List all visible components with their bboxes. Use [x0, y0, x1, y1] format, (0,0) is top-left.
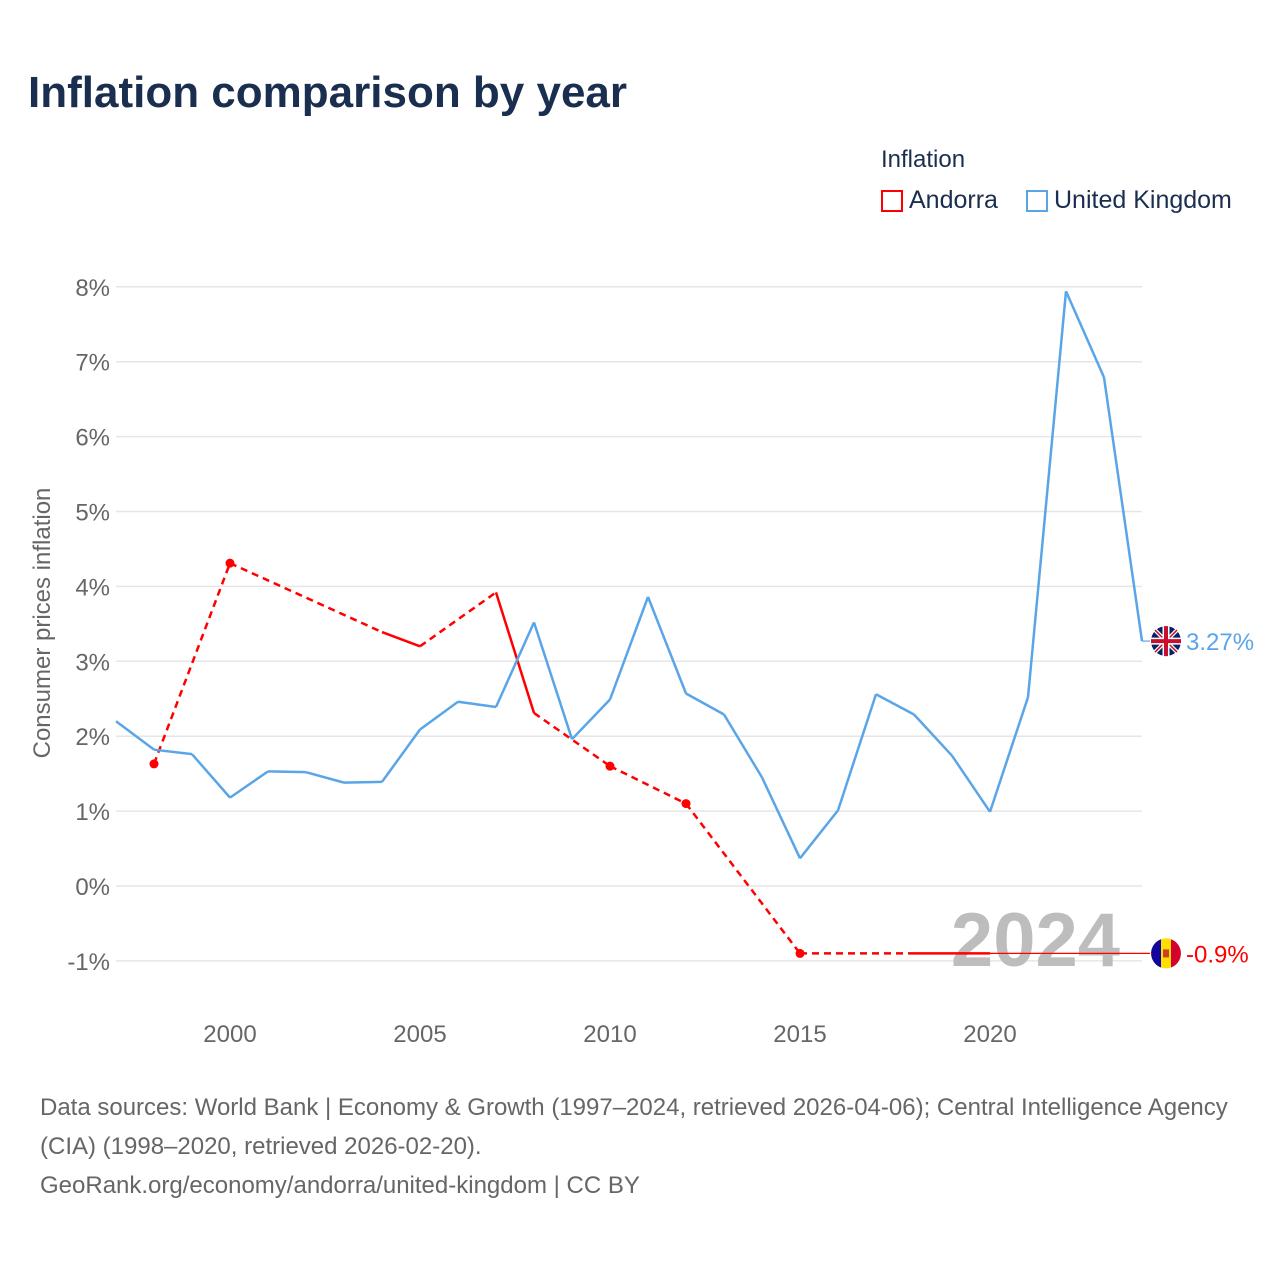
- series-segment-united-kingdom: [115, 720, 155, 751]
- y-tick-label: 4%: [75, 574, 110, 601]
- flag-icon-united-kingdom: [1151, 626, 1181, 657]
- series-segment-andorra: [609, 765, 687, 805]
- data-point-andorra: [795, 948, 805, 958]
- series-segment-united-kingdom: [950, 754, 992, 813]
- series-segment-andorra: [685, 802, 801, 955]
- legend-swatch-united-kingdom: [1026, 189, 1048, 212]
- series-segment-united-kingdom: [571, 698, 611, 741]
- series-segment-united-kingdom: [380, 728, 422, 783]
- x-tick-label: 2005: [393, 1021, 446, 1048]
- data-point-andorra: [605, 761, 615, 771]
- series-segment-united-kingdom: [267, 770, 307, 774]
- data-point-andorra: [225, 558, 235, 568]
- series-segment-andorra: [419, 591, 497, 648]
- chart-title: Inflation comparison by year: [28, 68, 628, 117]
- series-segment-united-kingdom: [875, 693, 915, 716]
- y-tick-label: 8%: [75, 275, 110, 302]
- series-segment-united-kingdom: [799, 809, 839, 860]
- end-value-label-united-kingdom: 3.27%: [1186, 629, 1254, 656]
- y-tick-label: 3%: [75, 649, 110, 676]
- series-segment-united-kingdom: [191, 753, 231, 799]
- series-segment-united-kingdom: [608, 596, 650, 700]
- series-segment-united-kingdom: [419, 700, 459, 731]
- series-segment-united-kingdom: [836, 693, 878, 811]
- legend-label-united-kingdom: United Kingdom: [1054, 186, 1232, 214]
- data-point-andorra: [149, 759, 159, 769]
- y-tick-label: 5%: [75, 500, 110, 527]
- series-segment-united-kingdom: [685, 692, 725, 716]
- series-segment-united-kingdom: [913, 713, 953, 757]
- series-segment-united-kingdom: [1026, 291, 1068, 698]
- y-tick-label: 2%: [75, 724, 110, 751]
- x-tick-label: 2015: [773, 1021, 826, 1048]
- y-tick-label: 1%: [75, 799, 110, 826]
- series-segment-andorra: [229, 562, 383, 634]
- series-segment-andorra: [381, 630, 421, 648]
- series-segment-united-kingdom: [988, 696, 1030, 813]
- series-segment-united-kingdom: [722, 713, 764, 779]
- series-segment-andorra: [152, 562, 232, 765]
- x-tick-label: 2010: [583, 1021, 636, 1048]
- flag-crest: [1163, 949, 1169, 958]
- data-sources: Data sources: World Bank | Economy & Gro…: [40, 1094, 1228, 1160]
- legend-label-andorra: Andorra: [909, 186, 998, 214]
- flag-blue: [1151, 939, 1161, 968]
- series-segment-andorra: [533, 711, 611, 768]
- series-segment-united-kingdom: [646, 596, 688, 694]
- y-tick-label: 7%: [75, 350, 110, 377]
- series-segment-united-kingdom: [1064, 290, 1106, 378]
- year-watermark: 2024: [951, 898, 1120, 983]
- x-tick-label: 2020: [963, 1021, 1016, 1048]
- y-tick-label: 6%: [75, 425, 110, 452]
- y-tick-label: 0%: [75, 874, 110, 901]
- flag-red: [1171, 939, 1181, 968]
- legend-item-andorra[interactable]: Andorra: [881, 186, 998, 215]
- series-segment-united-kingdom: [760, 776, 802, 859]
- flag-icon-andorra: [1151, 938, 1181, 969]
- footer: Data sources: World Bank | Economy & Gro…: [40, 1088, 1240, 1205]
- y-tick-label: -1%: [67, 949, 110, 976]
- series-segment-united-kingdom: [1102, 377, 1144, 642]
- series-segment-united-kingdom: [494, 621, 536, 708]
- series-segment-united-kingdom: [457, 700, 497, 709]
- series-segment-united-kingdom: [532, 621, 574, 740]
- legend-title: Inflation: [881, 146, 966, 173]
- y-axis-label: Consumer prices inflation: [29, 488, 56, 759]
- legend-item-united-kingdom[interactable]: United Kingdom: [1026, 186, 1232, 215]
- data-point-andorra: [681, 799, 691, 809]
- series-segment-united-kingdom: [229, 770, 269, 799]
- series-segment-andorra: [494, 592, 536, 714]
- flag-cross-red: [1151, 626, 1181, 657]
- series-segment-united-kingdom: [343, 780, 383, 784]
- source-link[interactable]: GeoRank.org/economy/andorra/united-kingd…: [40, 1172, 640, 1199]
- legend-swatch-andorra: [881, 189, 903, 212]
- series-segment-united-kingdom: [153, 748, 193, 756]
- x-tick-label: 2000: [203, 1021, 256, 1048]
- series-segment-united-kingdom: [305, 770, 345, 784]
- end-value-label-andorra: -0.9%: [1186, 941, 1249, 968]
